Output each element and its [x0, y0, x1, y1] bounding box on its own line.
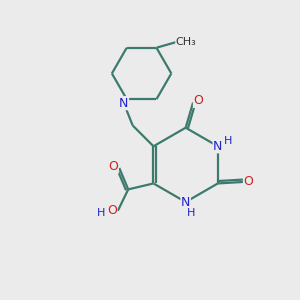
- Text: O: O: [244, 176, 254, 188]
- Text: N: N: [181, 196, 190, 208]
- Text: O: O: [194, 94, 203, 107]
- Text: N: N: [119, 97, 128, 110]
- Text: CH₃: CH₃: [176, 37, 196, 47]
- Text: N: N: [213, 140, 223, 153]
- Text: O: O: [108, 160, 118, 173]
- Text: H: H: [224, 136, 232, 146]
- Text: H: H: [97, 208, 106, 218]
- Text: H: H: [187, 208, 195, 218]
- Text: O: O: [107, 204, 117, 217]
